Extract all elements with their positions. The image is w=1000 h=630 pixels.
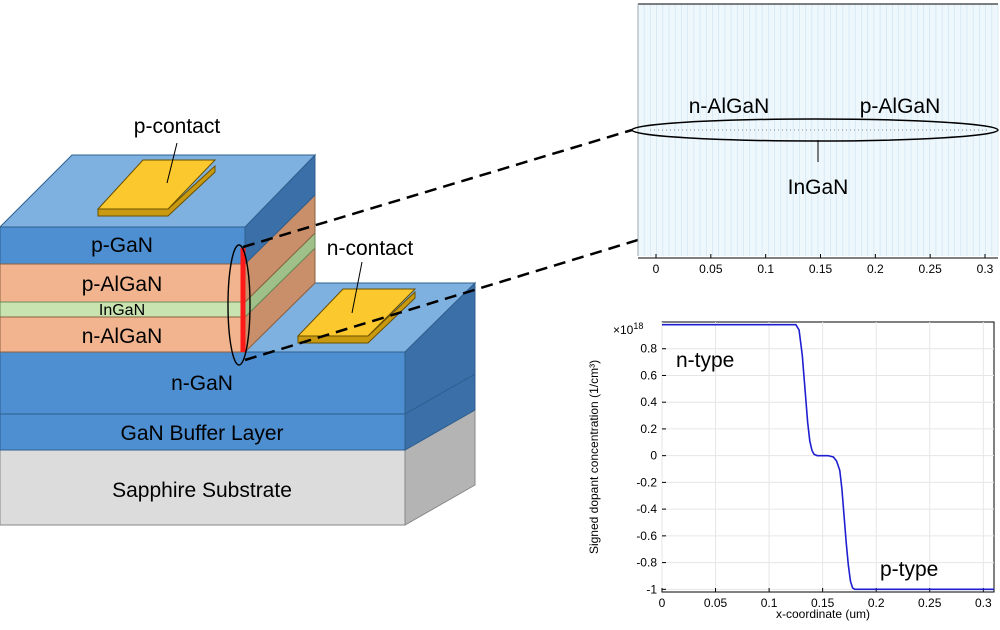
chart-y-tick-label: -0.2: [636, 475, 657, 489]
chart-y-tick-label: -0.6: [636, 529, 657, 543]
chart-x-tick-label: 0.2: [868, 596, 885, 610]
n-gan-label: n-GaN: [171, 372, 233, 395]
p-algan-front: [0, 263, 246, 303]
chart-y-tick-label: 0: [650, 449, 657, 463]
chart-y-tick-label: 0.6: [640, 368, 657, 382]
substrate-label: Sapphire Substrate: [112, 479, 292, 502]
p-type-annotation: p-type: [880, 558, 938, 581]
mesh-p-algan-label: p-AlGaN: [860, 95, 941, 118]
chart-y-tick-label: 0.4: [640, 395, 657, 409]
n-gan-side: [404, 281, 476, 415]
chart-x-tick-label: 0.3: [975, 596, 992, 610]
chart-y-tick-label: -1: [646, 582, 657, 596]
chart-y-multiplier-base: ×10: [613, 323, 634, 337]
chart-x-axis-title: x-coordinate (um): [776, 607, 870, 621]
mesh-axis-tick-label: 0.2: [867, 262, 884, 276]
chart-x-tick-label: 0.1: [761, 596, 778, 610]
device-stack: p-GaN p-AlGaN InGaN n-AlGaN n-GaN GaN Bu…: [0, 115, 477, 526]
chart-y-axis-title: Signed dopant concentration (1/cm³): [587, 360, 601, 554]
mesh-zoom-ellipse: [631, 118, 999, 142]
chart-y-multiplier: ×1018: [613, 321, 643, 337]
mesh-axis-tick-label: 0: [653, 262, 660, 276]
n-contact-leader: [351, 261, 363, 314]
n-type-annotation: n-type: [676, 349, 734, 372]
mesh-axis-tick-label: 0.05: [699, 262, 723, 276]
mesh-ingan-label: InGaN: [788, 176, 849, 199]
n-algan-label: n-AlGaN: [82, 325, 163, 348]
mesh-axis-tick-label: 0.3: [977, 262, 994, 276]
chart-y-tick-label: -0.8: [636, 556, 657, 570]
chart-x-tick-label: 0.15: [811, 596, 835, 610]
mesh-n-algan-label: n-AlGaN: [689, 95, 770, 118]
chart-y-tick-label: 0.2: [640, 422, 657, 436]
mesh-axis-tick-label: 0.15: [809, 262, 833, 276]
chart-plot-area: [661, 321, 995, 593]
chart-y-tick-label: 0.8: [640, 342, 657, 356]
chart-x-tick-label: 0.05: [704, 596, 728, 610]
cut-ellipse: [227, 244, 251, 366]
chart-x-tick-label: 0.25: [918, 596, 942, 610]
dopant-chart: 0 0.05 0.1 0.15 0.2 0.25 0.3 0.8 0.6 0.4 0.2 0 -0.2 -…: [587, 321, 995, 621]
chart-y-multiplier-exp: 18: [633, 321, 643, 331]
n-algan-front: [0, 316, 246, 353]
dopant-curve-line: [662, 323, 994, 591]
chart-tick-labels: 0 0.05 0.1 0.15 0.2 0.25 0.3 0.8 0.6 0.4 0.2 0 -0.2 -…: [636, 342, 992, 610]
buffer-label: GaN Buffer Layer: [120, 422, 283, 445]
mesh-panel: 0 0.05 0.1 0.15 0.2 0.25 0.3 n-AlGaN p-AlGaN I…: [631, 3, 999, 276]
n-contact-pad: [296, 288, 417, 337]
n-contact-label: n-contact: [327, 237, 414, 260]
p-algan-label: p-AlGaN: [82, 273, 163, 296]
zoom-line-top: [242, 128, 633, 249]
mesh-axis-ticks: 0 0.05 0.1 0.15 0.2 0.25 0.3: [653, 254, 994, 276]
chart-grid: [661, 322, 994, 592]
chart-x-tick-label: 0: [659, 596, 666, 610]
p-contact-label: p-contact: [134, 115, 221, 138]
chart-y-tick-label: -0.4: [636, 502, 657, 516]
mesh-axis-tick-label: 0.1: [757, 262, 774, 276]
p-contact-pad: [96, 159, 217, 210]
mesh-axis-tick-label: 0.25: [918, 262, 942, 276]
p-gan-label: p-GaN: [91, 234, 153, 257]
p-contact-leader: [166, 142, 178, 184]
ingan-label: InGaN: [99, 302, 145, 319]
